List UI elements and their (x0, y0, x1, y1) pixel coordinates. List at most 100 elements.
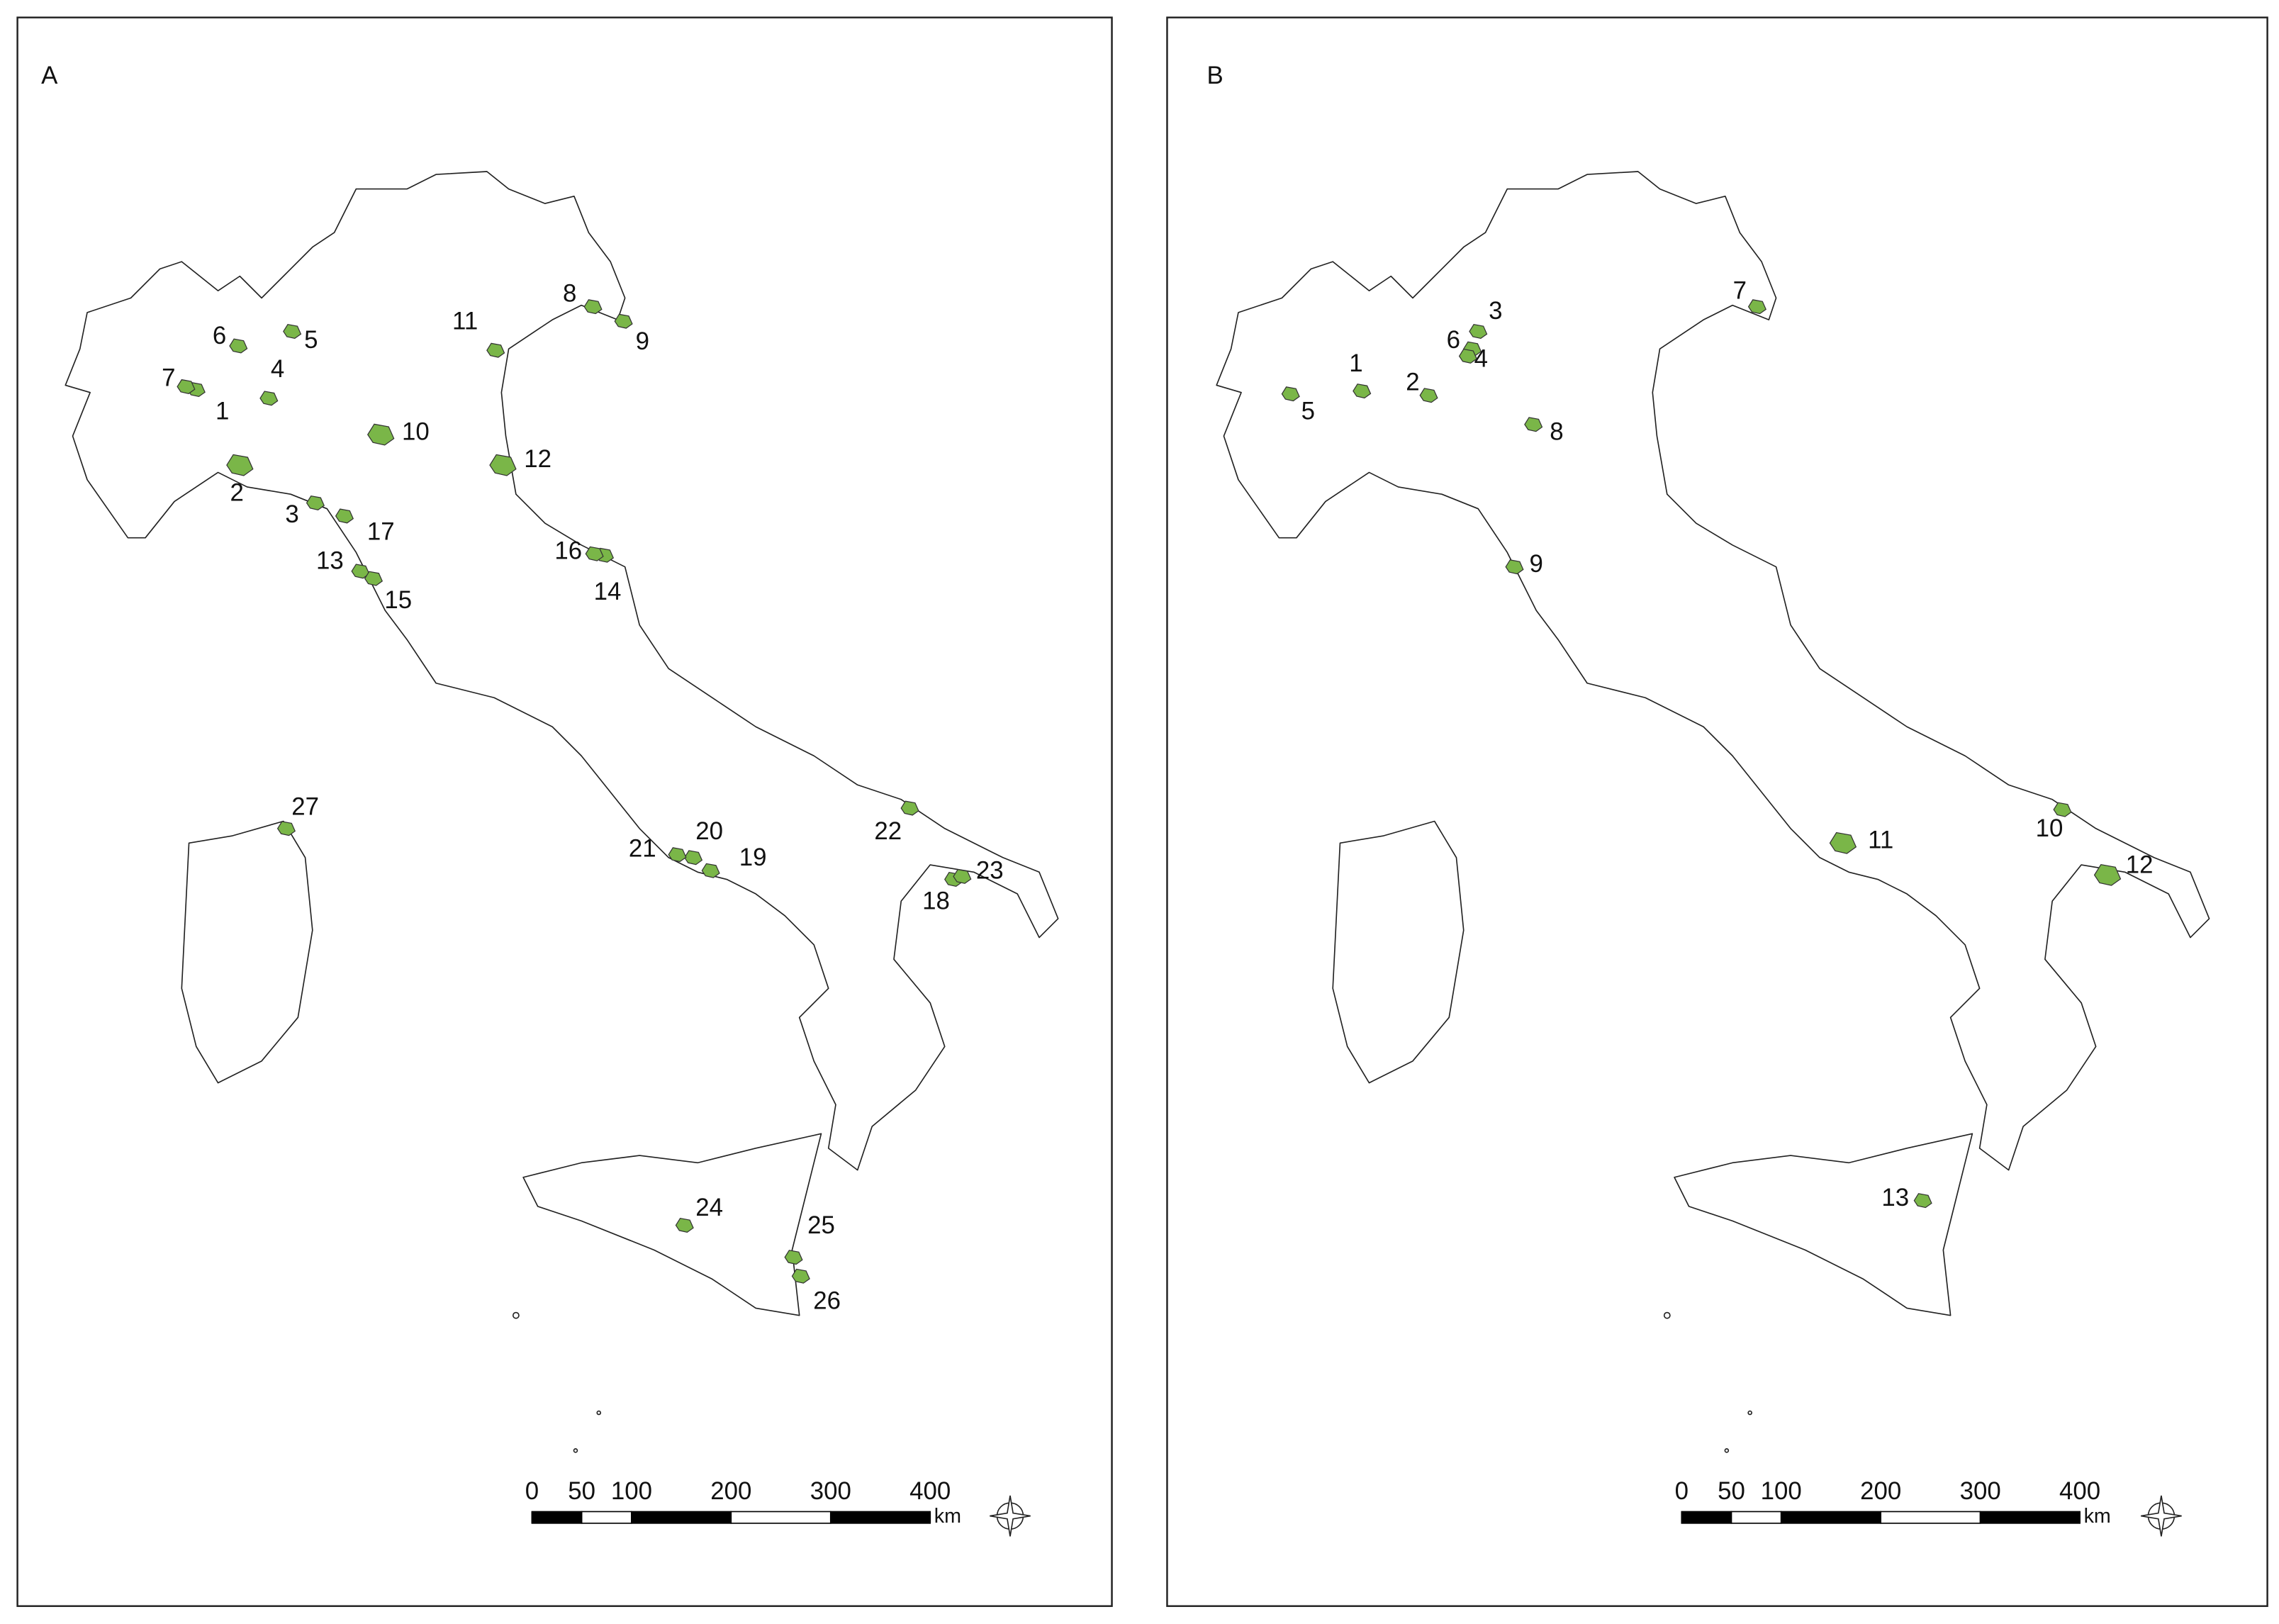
site-label: 20 (695, 817, 723, 845)
site-label: 19 (739, 844, 767, 871)
scale-segment (730, 1511, 831, 1524)
site-label: 6 (213, 322, 226, 349)
site-area (668, 847, 687, 863)
site-area (177, 379, 196, 394)
site-area (229, 338, 248, 354)
site-label: 23 (976, 856, 1004, 884)
scale-segment (829, 1511, 931, 1524)
site-area (1747, 299, 1766, 315)
site-area (2053, 802, 2072, 817)
site-area (306, 495, 325, 510)
site-label: 21 (629, 835, 656, 863)
site-label: 1 (215, 398, 229, 425)
site-label: 22 (874, 817, 902, 845)
scale-segment (531, 1511, 583, 1524)
site-label: 8 (1550, 418, 1563, 445)
site-label: 7 (1733, 276, 1747, 304)
site-area (791, 1268, 810, 1284)
site-label: 11 (1868, 826, 1893, 853)
scale-tick-label: 400 (909, 1477, 951, 1505)
scale-segment (1730, 1511, 1782, 1524)
scale-segment (1780, 1511, 1882, 1524)
scale-tick-label: 0 (1675, 1477, 1689, 1505)
site-label: 10 (2036, 814, 2064, 842)
site-area (226, 454, 254, 476)
scale-segment (1880, 1511, 1981, 1524)
site-area (784, 1250, 803, 1265)
site-label: 14 (594, 578, 622, 605)
site-label: 3 (1489, 297, 1502, 325)
panel-label: B (1206, 62, 1223, 89)
site-area (1469, 324, 1488, 340)
site-area (1458, 348, 1477, 364)
site-area (367, 423, 395, 446)
scale-tick-label: 100 (611, 1477, 652, 1505)
scale-tick-label: 50 (1718, 1477, 1745, 1505)
site-area (701, 863, 720, 878)
site-label: 4 (271, 355, 284, 383)
site-label: 2 (230, 478, 244, 506)
site-label: 1 (1349, 349, 1362, 377)
site-area (953, 868, 972, 884)
site-label: 18 (922, 887, 950, 915)
site-label: 2 (1406, 369, 1419, 396)
site-area (683, 850, 703, 866)
site-label: 16 (554, 537, 582, 564)
site-label: 17 (367, 518, 395, 546)
site-area (675, 1218, 694, 1233)
scale-unit: km (934, 1505, 961, 1528)
site-area (335, 508, 354, 524)
site-area (259, 391, 279, 406)
scale-tick-label: 200 (710, 1477, 751, 1505)
scale-tick-label: 300 (1960, 1477, 2001, 1505)
site-area (1524, 417, 1543, 432)
compass (989, 1495, 1031, 1538)
scale-tick-label: 100 (1761, 1477, 1802, 1505)
site-area (283, 324, 302, 340)
site-area (1829, 831, 1857, 854)
site-label: 15 (384, 586, 412, 614)
site-label: 24 (695, 1194, 723, 1221)
scale-tick-label: 50 (568, 1477, 595, 1505)
site-label: 9 (1530, 550, 1543, 578)
scale-segment (631, 1511, 732, 1524)
site-label: 8 (563, 279, 576, 307)
scale-tick-label: 300 (810, 1477, 851, 1505)
site-label: 10 (402, 418, 430, 445)
site-label: 26 (813, 1287, 841, 1314)
panel-frame (1166, 16, 2268, 1607)
scale-segment (1681, 1511, 1732, 1524)
site-area (1419, 388, 1438, 403)
site-label: 12 (524, 445, 551, 473)
panel-label: A (41, 62, 58, 89)
site-area (489, 454, 517, 476)
site-label: 11 (452, 307, 478, 335)
site-label: 7 (162, 364, 175, 391)
site-area (1913, 1193, 1932, 1209)
site-label: 4 (1474, 345, 1488, 373)
site-area (276, 821, 296, 836)
site-area (585, 546, 604, 561)
site-area (1505, 559, 1524, 575)
panel-frame (16, 16, 1113, 1607)
site-label: 5 (1301, 398, 1315, 425)
site-area (583, 299, 603, 315)
scale-tick-label: 0 (525, 1477, 539, 1505)
site-label: 12 (2126, 851, 2154, 878)
site-area (1281, 386, 1300, 402)
site-label: 13 (316, 547, 344, 575)
scale-segment (1979, 1511, 2081, 1524)
scale-unit: km (2084, 1505, 2111, 1528)
compass (2140, 1495, 2183, 1538)
scale-tick-label: 400 (2059, 1477, 2100, 1505)
site-label: 3 (285, 500, 298, 528)
site-label: 13 (1881, 1184, 1909, 1211)
scale-segment (581, 1511, 632, 1524)
site-label: 5 (304, 326, 318, 354)
site-area (900, 800, 919, 816)
site-label: 9 (636, 327, 649, 355)
site-label: 25 (807, 1211, 835, 1239)
site-label: 27 (291, 793, 319, 820)
site-area (486, 342, 505, 358)
